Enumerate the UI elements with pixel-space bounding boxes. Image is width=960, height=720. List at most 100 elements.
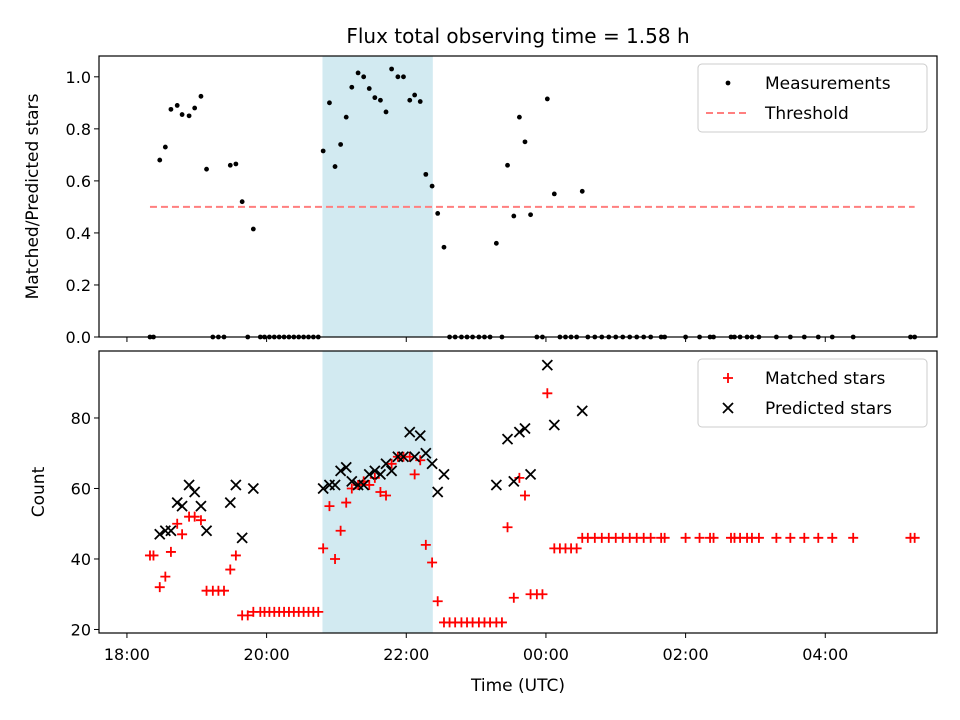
data-point	[154, 582, 165, 593]
data-point	[380, 458, 392, 470]
chart-title: Flux total observing time = 1.58 h	[346, 24, 689, 48]
data-point	[358, 479, 370, 491]
axes-frame	[98, 55, 938, 338]
data-point	[576, 405, 588, 417]
data-point	[511, 213, 517, 219]
data-point	[334, 465, 347, 477]
legend-entry-label: Matched stars	[765, 369, 885, 389]
data-point	[239, 199, 245, 205]
data-point	[423, 171, 429, 177]
legend-box	[697, 358, 928, 428]
y-tick-label: 0.8	[66, 120, 91, 139]
data-point	[785, 532, 796, 543]
data-point	[160, 571, 171, 582]
data-point	[909, 532, 920, 543]
y-tick-label: 0.0	[66, 328, 91, 347]
data-point	[404, 426, 416, 438]
data-point	[372, 95, 378, 101]
data-point	[313, 606, 324, 617]
data-point	[522, 139, 528, 145]
data-point	[659, 532, 670, 543]
data-point	[335, 525, 346, 536]
legend-swatch	[725, 80, 731, 86]
y-axis-label: Matched/Predicted stars	[23, 93, 43, 299]
data-point	[579, 188, 585, 194]
data-point	[508, 475, 520, 488]
data-point	[508, 592, 519, 603]
data-point	[753, 532, 764, 543]
legend-swatch	[722, 402, 734, 414]
x-tick-label: 04:00	[802, 645, 848, 664]
data-point	[230, 479, 242, 491]
data-point	[364, 479, 375, 490]
data-point	[157, 157, 163, 163]
data-point	[176, 500, 188, 512]
data-point	[435, 211, 441, 216]
data-point	[496, 617, 507, 628]
data-point	[346, 475, 358, 488]
data-point	[813, 532, 824, 543]
data-point	[355, 70, 361, 76]
data-point	[412, 92, 418, 98]
data-point	[189, 486, 201, 498]
data-point	[385, 465, 398, 477]
y-tick-label: 80	[71, 409, 91, 428]
data-point	[224, 496, 236, 509]
x-tick-label: 00:00	[523, 645, 569, 664]
data-point	[680, 532, 691, 543]
data-point	[162, 144, 168, 150]
data-point	[341, 497, 352, 508]
legend-entry-label: Threshold	[764, 104, 849, 124]
data-point	[397, 451, 410, 463]
data-point	[645, 532, 656, 543]
data-point	[524, 468, 537, 481]
y-tick-label: 0.2	[66, 276, 91, 295]
x-axis-label: Time (UTC)	[470, 676, 565, 696]
data-point	[493, 240, 499, 246]
data-point	[374, 468, 387, 481]
data-point	[172, 518, 183, 529]
legend-entry-label: Measurements	[765, 74, 891, 94]
y-tick-label: 0.4	[66, 224, 91, 243]
data-point	[827, 532, 838, 543]
data-point	[329, 479, 341, 491]
data-point	[340, 461, 352, 473]
data-point	[148, 550, 159, 561]
legend-entry-label: Predicted stars	[765, 399, 892, 419]
data-point	[233, 161, 239, 167]
data-point	[771, 532, 782, 543]
data-point	[343, 114, 349, 120]
data-point	[154, 528, 166, 540]
data-point	[409, 451, 421, 463]
data-point	[236, 532, 248, 544]
data-point	[177, 529, 188, 540]
data-point	[247, 482, 259, 495]
data-point	[404, 451, 415, 462]
data-point	[225, 564, 236, 575]
data-point	[332, 164, 338, 169]
data-point	[537, 589, 548, 600]
data-point	[171, 496, 183, 509]
data-point	[694, 532, 705, 543]
data-point	[516, 114, 522, 120]
data-point	[349, 84, 355, 90]
data-point	[318, 543, 329, 554]
data-point	[429, 183, 435, 189]
data-point	[200, 525, 213, 537]
data-point	[320, 148, 326, 154]
data-point	[438, 468, 450, 481]
data-point	[490, 479, 502, 491]
data-point	[401, 74, 406, 80]
y-tick-label: 40	[71, 550, 91, 569]
data-point	[542, 388, 553, 399]
data-point	[548, 419, 560, 431]
data-point	[432, 596, 443, 607]
data-point	[227, 162, 233, 168]
data-point	[183, 479, 195, 491]
data-point	[708, 532, 719, 543]
data-point	[848, 532, 859, 543]
data-point	[505, 162, 510, 168]
data-point	[513, 426, 526, 438]
x-tick-label: 18:00	[104, 645, 150, 664]
data-point	[519, 422, 531, 435]
